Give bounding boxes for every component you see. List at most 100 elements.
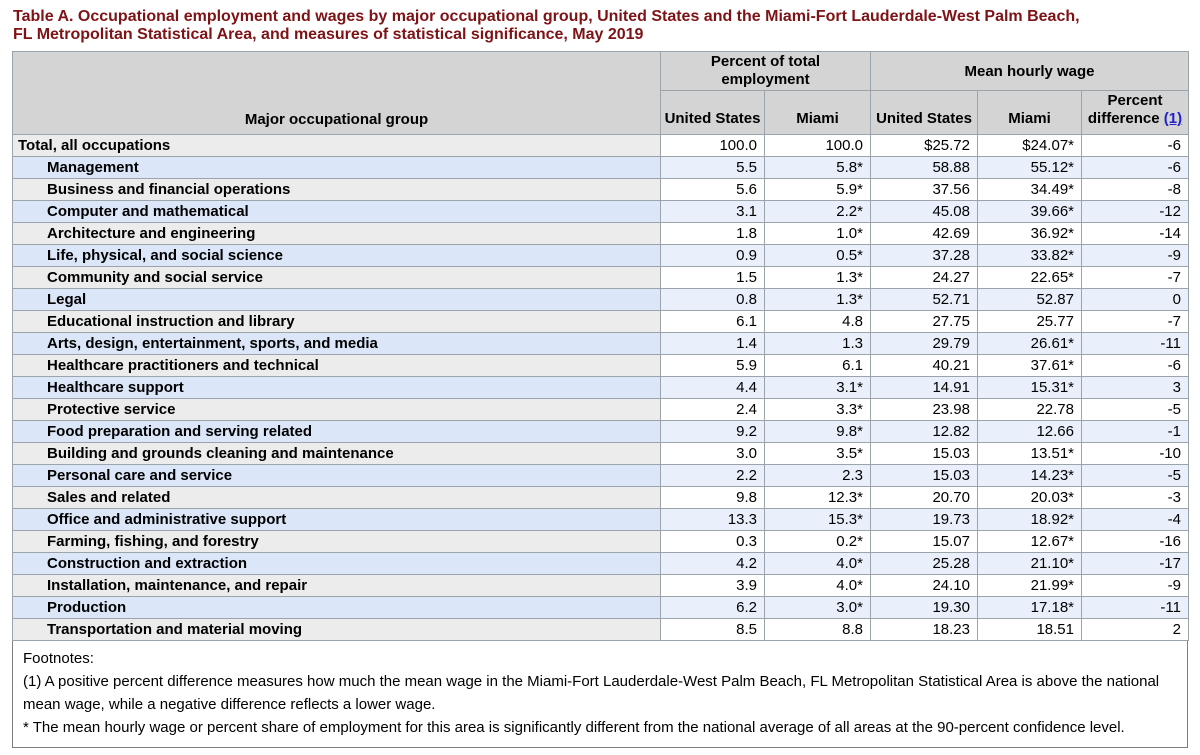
cell-pct-us: 3.0 <box>660 442 765 465</box>
cell-wage-miami: $24.07* <box>977 134 1082 157</box>
row-label: Healthcare support <box>12 376 661 399</box>
occupational-employment-table: Major occupational group Percent of tota… <box>12 51 1189 641</box>
table-body: Total, all occupations 100.0 100.0 $25.72 $2… <box>12 134 1189 641</box>
row-label: Farming, fishing, and forestry <box>12 530 661 553</box>
cell-pct-miami: 15.3* <box>764 508 871 531</box>
cell-pct-miami: 3.3* <box>764 398 871 421</box>
cell-wage-miami: 20.03* <box>977 486 1082 509</box>
cell-pct-miami: 3.1* <box>764 376 871 399</box>
cell-pct-us: 9.2 <box>660 420 765 443</box>
footnote-1-link[interactable]: (1) <box>1163 110 1183 127</box>
cell-pct-miami: 1.3* <box>764 288 871 311</box>
cell-wage-miami: 12.67* <box>977 530 1082 553</box>
cell-percent-diff: -11 <box>1081 332 1189 355</box>
table-row: Farming, fishing, and forestry 0.3 0.2* 15.… <box>12 530 1189 553</box>
cell-wage-miami: 12.66 <box>977 420 1082 443</box>
cell-wage-miami: 18.92* <box>977 508 1082 531</box>
cell-pct-miami: 3.0* <box>764 596 871 619</box>
cell-wage-us: 37.28 <box>870 244 978 267</box>
cell-pct-miami: 5.8* <box>764 156 871 179</box>
cell-wage-us: $25.72 <box>870 134 978 157</box>
row-label: Legal <box>12 288 661 311</box>
cell-wage-miami: 33.82* <box>977 244 1082 267</box>
cell-wage-miami: 17.18* <box>977 596 1082 619</box>
cell-pct-us: 1.8 <box>660 222 765 245</box>
row-label: Healthcare practitioners and technical <box>12 354 661 377</box>
cell-wage-miami: 34.49* <box>977 178 1082 201</box>
cell-wage-miami: 37.61* <box>977 354 1082 377</box>
cell-percent-diff: -1 <box>1081 420 1189 443</box>
cell-wage-us: 18.23 <box>870 618 978 641</box>
cell-percent-diff: -5 <box>1081 398 1189 421</box>
cell-pct-us: 5.6 <box>660 178 765 201</box>
table-row: Healthcare practitioners and technical 5.… <box>12 354 1189 377</box>
cell-pct-miami: 0.5* <box>764 244 871 267</box>
table-row: Arts, design, entertainment, sports, and… <box>12 332 1189 355</box>
table-row: Office and administrative support 13.3 15.… <box>12 508 1189 531</box>
cell-percent-diff: -6 <box>1081 354 1189 377</box>
table-row: Production 6.2 3.0* 19.30 17.18* -11 <box>12 596 1189 619</box>
row-label: Transportation and material moving <box>12 618 661 641</box>
cell-percent-diff: -6 <box>1081 134 1189 157</box>
table-row: Legal 0.8 1.3* 52.71 52.87 0 <box>12 288 1189 311</box>
cell-pct-miami: 1.0* <box>764 222 871 245</box>
table-row: Total, all occupations 100.0 100.0 $25.72 $2… <box>12 134 1189 157</box>
cell-percent-diff: -7 <box>1081 310 1189 333</box>
table-row: Protective service 2.4 3.3* 23.98 22.78 -5 <box>12 398 1189 421</box>
cell-pct-miami: 2.2* <box>764 200 871 223</box>
cell-wage-miami: 21.10* <box>977 552 1082 575</box>
cell-wage-miami: 21.99* <box>977 574 1082 597</box>
row-label: Sales and related <box>12 486 661 509</box>
cell-pct-miami: 12.3* <box>764 486 871 509</box>
row-label: Installation, maintenance, and repair <box>12 574 661 597</box>
cell-wage-us: 25.28 <box>870 552 978 575</box>
cell-pct-miami: 100.0 <box>764 134 871 157</box>
cell-pct-us: 0.3 <box>660 530 765 553</box>
cell-wage-miami: 52.87 <box>977 288 1082 311</box>
cell-pct-us: 6.1 <box>660 310 765 333</box>
col-group-percent-employment: Percent of total employment <box>660 51 871 91</box>
cell-pct-us: 4.2 <box>660 552 765 575</box>
table-row: Healthcare support 4.4 3.1* 14.91 15.31* 3 <box>12 376 1189 399</box>
table-row: Transportation and material moving 8.5 8.8… <box>12 618 1189 641</box>
table-row: Life, physical, and social science 0.9 0.5… <box>12 244 1189 267</box>
cell-wage-miami: 22.65* <box>977 266 1082 289</box>
cell-pct-miami: 4.8 <box>764 310 871 333</box>
cell-wage-us: 24.27 <box>870 266 978 289</box>
row-label: Office and administrative support <box>12 508 661 531</box>
cell-pct-miami: 2.3 <box>764 464 871 487</box>
cell-pct-miami: 1.3* <box>764 266 871 289</box>
row-label: Community and social service <box>12 266 661 289</box>
cell-pct-us: 9.8 <box>660 486 765 509</box>
cell-percent-diff: -12 <box>1081 200 1189 223</box>
cell-pct-us: 5.5 <box>660 156 765 179</box>
cell-wage-miami: 14.23* <box>977 464 1082 487</box>
cell-percent-diff: 3 <box>1081 376 1189 399</box>
cell-wage-miami: 39.66* <box>977 200 1082 223</box>
cell-wage-us: 15.07 <box>870 530 978 553</box>
table-row: Sales and related 9.8 12.3* 20.70 20.03* -3 <box>12 486 1189 509</box>
row-label: Personal care and service <box>12 464 661 487</box>
table-row: Business and financial operations 5.6 5.9*… <box>12 178 1189 201</box>
footnote-asterisk-text: * The mean hourly wage or percent share … <box>23 719 1125 736</box>
table-row: Community and social service 1.5 1.3* 24.27… <box>12 266 1189 289</box>
cell-pct-us: 100.0 <box>660 134 765 157</box>
cell-wage-us: 19.30 <box>870 596 978 619</box>
row-label: Building and grounds cleaning and mainte… <box>12 442 661 465</box>
cell-percent-diff: -5 <box>1081 464 1189 487</box>
col-header-wage-miami: Miami <box>977 90 1082 135</box>
cell-wage-us: 24.10 <box>870 574 978 597</box>
cell-pct-us: 1.4 <box>660 332 765 355</box>
cell-pct-miami: 6.1 <box>764 354 871 377</box>
cell-wage-us: 15.03 <box>870 464 978 487</box>
table-row: Management 5.5 5.8* 58.88 55.12* -6 <box>12 156 1189 179</box>
col-group-mean-hourly-wage-label: Mean hourly wage <box>964 62 1095 80</box>
cell-pct-us: 0.9 <box>660 244 765 267</box>
col-header-pct-united-states: United States <box>660 90 765 135</box>
col-header-wage-united-states: United States <box>870 90 978 135</box>
cell-percent-diff: -10 <box>1081 442 1189 465</box>
cell-wage-us: 20.70 <box>870 486 978 509</box>
table-header: Major occupational group Percent of tota… <box>12 51 1189 135</box>
col-header-pct-miami: Miami <box>764 90 871 135</box>
